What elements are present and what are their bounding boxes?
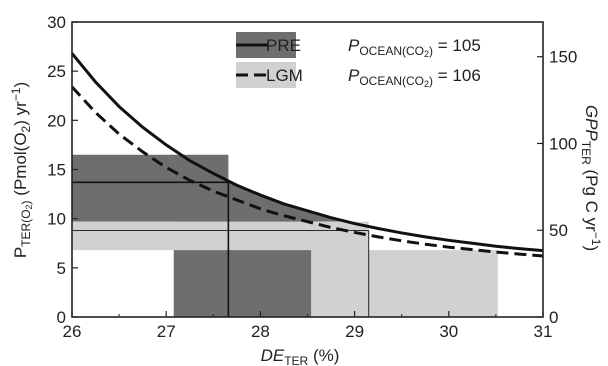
y-right-axis-title: GPPTER (Pg C yr−1): [579, 105, 603, 251]
shaded-regions: [72, 154, 498, 317]
y-right-tick-label: 0: [549, 308, 558, 327]
legend-annotation-lgm: POCEAN(CO2) = 106: [348, 66, 481, 89]
legend-label-lgm: LGM: [266, 66, 303, 85]
legend: PRE LGM POCEAN(CO2) = 105 POCEAN(CO2) = …: [236, 32, 481, 89]
y-left-tick-label: 5: [57, 259, 66, 278]
y-left-tick-label: 20: [47, 111, 66, 130]
legend-label-pre: PRE: [266, 36, 301, 55]
y-right-tick-label: 100: [549, 134, 577, 153]
series-lgm-line: [70, 85, 544, 258]
y-left-tick-label: 10: [47, 210, 66, 229]
curves: [70, 52, 544, 258]
x-tick-label: 31: [534, 322, 553, 341]
y-left-tick-label: 0: [57, 308, 66, 327]
y-left-tick-label: 30: [47, 13, 66, 32]
x-tick-label: 30: [439, 322, 458, 341]
y-left-tick-label: 15: [47, 161, 66, 180]
y-left-axis-title: PTER(O2) (Pmol(O2) yr−1): [9, 82, 34, 258]
x-tick-label: 29: [345, 322, 364, 341]
y-left-tick-label: 25: [47, 62, 66, 81]
region-LGM-vertical-band: [311, 250, 498, 317]
y-right-tick-label: 50: [549, 221, 568, 240]
reference-lines: [72, 181, 370, 317]
x-axis-title: DETER (%): [261, 346, 340, 366]
region-PRE-curve-fill: [228, 180, 407, 222]
legend-annotation-pre: POCEAN(CO2) = 105: [348, 36, 481, 59]
y-right-tick-label: 150: [549, 48, 577, 67]
x-axis-ticks: 26 27 28 29 30 31: [63, 311, 553, 341]
series-pre-line: [70, 52, 544, 253]
x-tick-label: 26: [63, 322, 82, 341]
y-right-axis-ticks: 0 50 100 150: [537, 48, 577, 327]
y-left-axis-ticks: 0 5 10 15 20 25 30: [47, 13, 78, 327]
x-tick-label: 28: [251, 322, 270, 341]
region-LGM-horizontal-band: [72, 221, 369, 251]
x-tick-label: 27: [157, 322, 176, 341]
